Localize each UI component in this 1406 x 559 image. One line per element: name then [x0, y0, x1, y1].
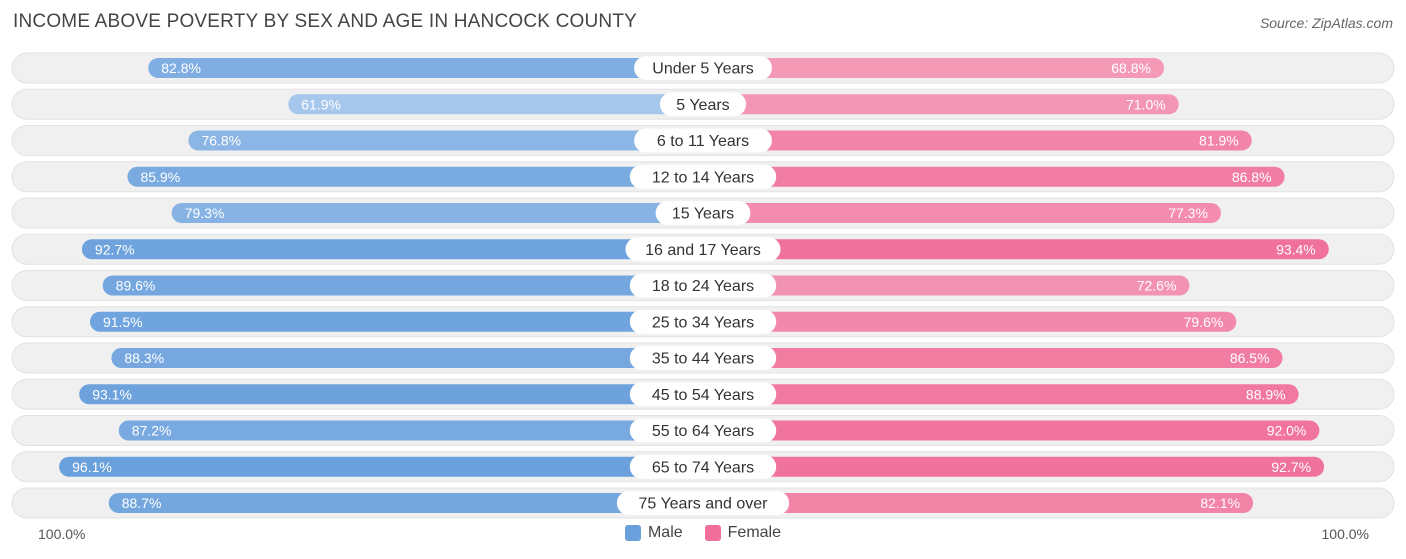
category-pill — [629, 418, 777, 443]
male-value-label: 79.3% — [185, 205, 225, 221]
category-label: 15 Years — [672, 206, 734, 223]
female-value-label: 71.0% — [1126, 96, 1166, 112]
legend-item-female[interactable]: Female — [704, 524, 782, 542]
category-pill — [629, 382, 777, 407]
category-pill — [659, 92, 747, 117]
male-bar[interactable] — [79, 384, 704, 405]
male-bar[interactable] — [148, 58, 704, 78]
female-bar[interactable] — [703, 94, 1179, 115]
female-bar[interactable] — [703, 420, 1320, 441]
category-label: 6 to 11 Years — [657, 133, 749, 150]
female-value-label: 92.0% — [1267, 423, 1307, 439]
category-label: 16 and 17 Years — [645, 242, 761, 259]
axis-left-label: 100.0% — [38, 526, 86, 542]
category-pill — [629, 346, 777, 370]
male-value-label: 61.9% — [301, 96, 341, 112]
female-value-label: 81.9% — [1199, 133, 1239, 149]
male-bar[interactable] — [111, 348, 703, 368]
female-bar[interactable] — [703, 456, 1325, 477]
category-pill — [629, 273, 777, 298]
male-value-label: 93.1% — [92, 386, 132, 402]
legend-label-male: Male — [647, 524, 683, 541]
legend-label-female: Female — [727, 524, 782, 541]
female-value-label: 77.3% — [1168, 205, 1208, 221]
male-bar[interactable] — [108, 493, 703, 513]
category-label: 75 Years and over — [639, 496, 769, 513]
male-bar[interactable] — [59, 456, 703, 477]
female-bar[interactable] — [703, 58, 1164, 78]
category-label: 25 to 34 Years — [652, 314, 754, 331]
male-value-label: 76.8% — [201, 133, 241, 149]
category-label: 55 to 64 Years — [652, 423, 754, 440]
category-pill — [634, 128, 772, 153]
female-value-label: 82.1% — [1200, 495, 1240, 511]
category-label: 35 to 44 Years — [652, 351, 754, 368]
category-label: 45 to 54 Years — [652, 387, 754, 404]
female-bar[interactable] — [703, 130, 1252, 151]
male-value-label: 88.7% — [122, 495, 162, 511]
male-value-label: 89.6% — [116, 278, 156, 294]
male-bar[interactable] — [171, 203, 703, 223]
category-pill — [625, 237, 781, 262]
male-value-label: 85.9% — [140, 169, 180, 185]
category-pill — [616, 491, 790, 515]
male-value-label: 88.3% — [124, 350, 164, 366]
female-swatch — [704, 525, 721, 541]
female-value-label: 88.9% — [1246, 386, 1286, 402]
category-pill — [629, 164, 777, 189]
male-value-label: 82.8% — [161, 60, 201, 76]
source-note: Source: ZipAtlas.com — [1259, 15, 1393, 31]
female-value-label: 86.8% — [1232, 169, 1272, 185]
male-bar[interactable] — [89, 311, 703, 332]
male-bar[interactable] — [188, 130, 703, 151]
axis-right-label: 100.0% — [1321, 526, 1369, 542]
female-bar[interactable] — [703, 166, 1285, 187]
female-value-label: 86.5% — [1230, 350, 1270, 366]
legend-item-male[interactable]: Male — [624, 524, 683, 542]
category-label: 12 to 14 Years — [652, 169, 754, 186]
female-value-label: 72.6% — [1137, 278, 1177, 294]
category-label: Under 5 Years — [652, 61, 753, 78]
male-value-label: 92.7% — [95, 241, 135, 257]
female-bar[interactable] — [703, 384, 1299, 405]
male-value-label: 87.2% — [132, 423, 172, 439]
category-pill — [629, 309, 777, 334]
male-value-label: 91.5% — [103, 314, 143, 330]
female-value-label: 93.4% — [1276, 241, 1316, 257]
female-bar[interactable] — [703, 239, 1329, 260]
category-label: 18 to 24 Years — [652, 278, 754, 295]
diverging-bar-chart: 82.8% 68.8% Under 5 Years 61.9% 71.0% 5 Years… — [11, 52, 1395, 519]
category-label: 65 to 74 Years — [652, 459, 754, 476]
male-bar[interactable] — [81, 239, 703, 260]
male-bar[interactable] — [118, 420, 703, 441]
female-value-label: 92.7% — [1271, 459, 1311, 475]
male-bar[interactable] — [127, 166, 704, 187]
male-value-label: 96.1% — [72, 459, 112, 475]
chart-title: INCOME ABOVE POVERTY BY SEX AND AGE IN H… — [13, 11, 638, 32]
legend: Male Female — [0, 524, 1406, 542]
female-bar[interactable] — [703, 203, 1221, 223]
male-bar[interactable] — [102, 275, 704, 296]
category-pill — [634, 56, 772, 80]
female-bar[interactable] — [703, 275, 1190, 296]
female-bar[interactable] — [703, 493, 1254, 513]
female-bar[interactable] — [703, 311, 1237, 332]
male-swatch — [624, 525, 641, 541]
category-pill — [655, 201, 751, 225]
category-label: 5 Years — [676, 97, 729, 114]
female-bar[interactable] — [703, 348, 1283, 368]
female-value-label: 68.8% — [1111, 60, 1151, 76]
male-bar[interactable] — [288, 94, 703, 115]
female-value-label: 79.6% — [1184, 314, 1224, 330]
category-pill — [629, 454, 777, 479]
